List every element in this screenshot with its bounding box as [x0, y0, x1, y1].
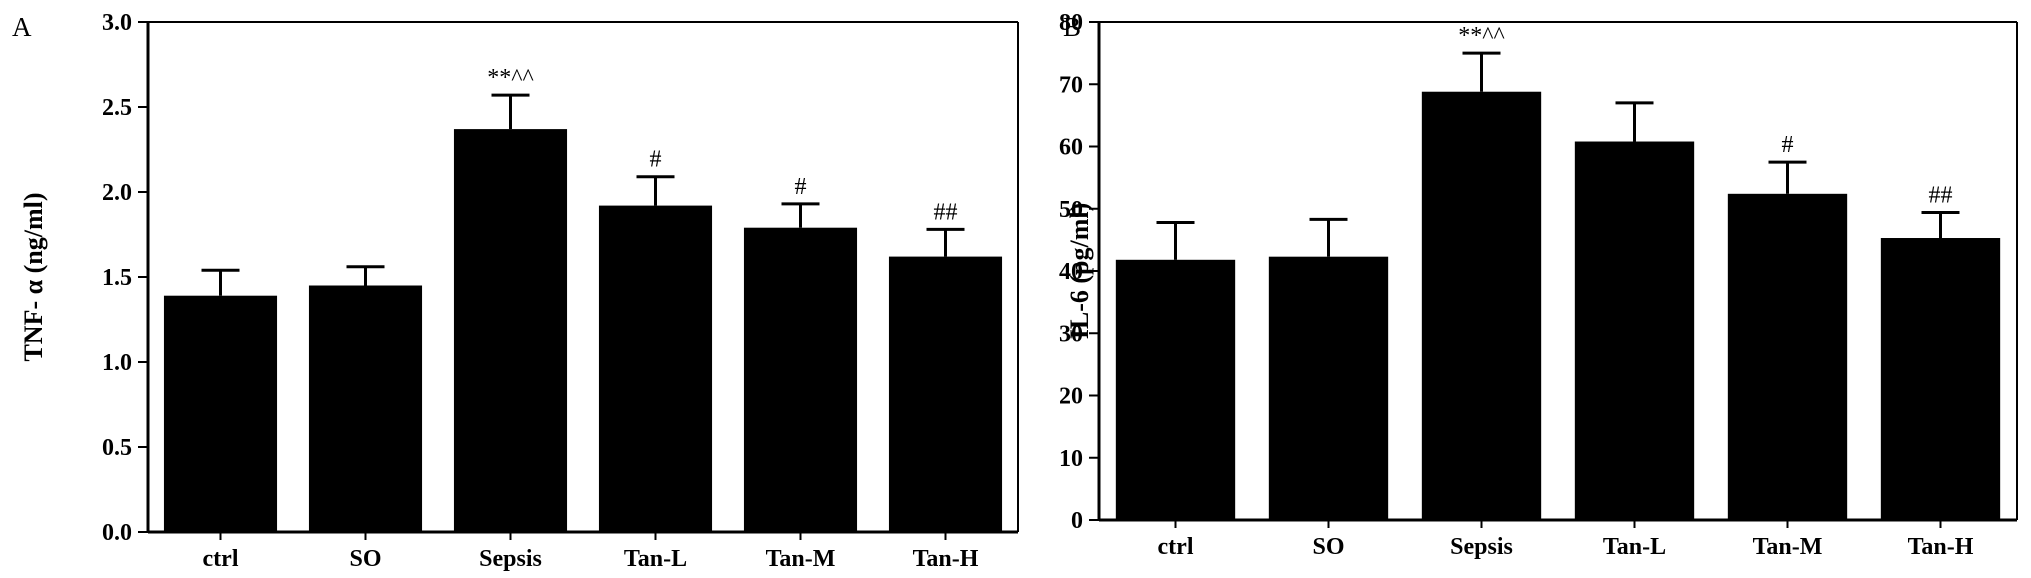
x-tick-label: Tan-L — [1603, 534, 1666, 560]
y-tick-label: 1.5 — [102, 265, 132, 291]
significance-label: # — [650, 147, 662, 173]
y-tick-label: 0.5 — [102, 435, 132, 461]
x-tick-label: SO — [1312, 534, 1344, 560]
y-tick-label: 60 — [1059, 135, 1083, 161]
y-tick-label: 1.0 — [102, 350, 132, 376]
significance-label: # — [1782, 132, 1794, 158]
significance-label: **^^ — [1458, 23, 1505, 49]
y-tick-label: 20 — [1059, 384, 1083, 410]
y-tick-label: 0.0 — [102, 520, 132, 546]
panel-letter: A — [12, 12, 32, 42]
y-tick-label: 2.0 — [102, 180, 132, 206]
y-tick-label: 2.5 — [102, 95, 132, 121]
x-tick-label: Tan-L — [624, 546, 687, 572]
x-tick-label: Tan-M — [1753, 534, 1823, 560]
y-tick-label: 40 — [1059, 259, 1083, 285]
y-tick-label: 10 — [1059, 446, 1083, 472]
bar — [1574, 141, 1695, 520]
y-tick-label: 3.0 — [102, 10, 132, 36]
bar — [163, 295, 278, 532]
x-tick-label: ctrl — [203, 546, 239, 572]
x-tick-label: Sepsis — [1450, 534, 1513, 560]
bar — [1727, 193, 1848, 520]
bar — [1115, 259, 1236, 520]
significance-label: ## — [934, 199, 958, 225]
bar — [308, 285, 423, 532]
x-tick-label: Tan-H — [1908, 534, 1974, 560]
y-axis-title: IL-6 (pg/ml) — [1065, 203, 1094, 340]
bar — [1268, 256, 1389, 520]
significance-label: ## — [1929, 182, 1953, 208]
x-tick-label: SO — [349, 546, 381, 572]
x-tick-label: Sepsis — [479, 546, 542, 572]
bar — [743, 227, 858, 532]
significance-label: **^^ — [487, 65, 534, 91]
bar — [598, 205, 713, 532]
y-tick-label: 30 — [1059, 321, 1083, 347]
panel-letter: B — [1063, 12, 1081, 42]
y-tick-label: 50 — [1059, 197, 1083, 223]
x-tick-label: Tan-M — [766, 546, 836, 572]
significance-label: # — [795, 174, 807, 200]
bar — [888, 256, 1003, 532]
bar — [1880, 238, 2001, 520]
y-tick-label: 80 — [1059, 10, 1083, 36]
x-tick-label: ctrl — [1158, 534, 1194, 560]
y-tick-label: 70 — [1059, 72, 1083, 98]
bar — [1421, 91, 1542, 520]
bar — [453, 129, 568, 532]
x-tick-label: Tan-H — [913, 546, 979, 572]
y-tick-label: 0 — [1071, 508, 1083, 534]
y-axis-title: TNF- α (ng/ml) — [19, 192, 48, 361]
